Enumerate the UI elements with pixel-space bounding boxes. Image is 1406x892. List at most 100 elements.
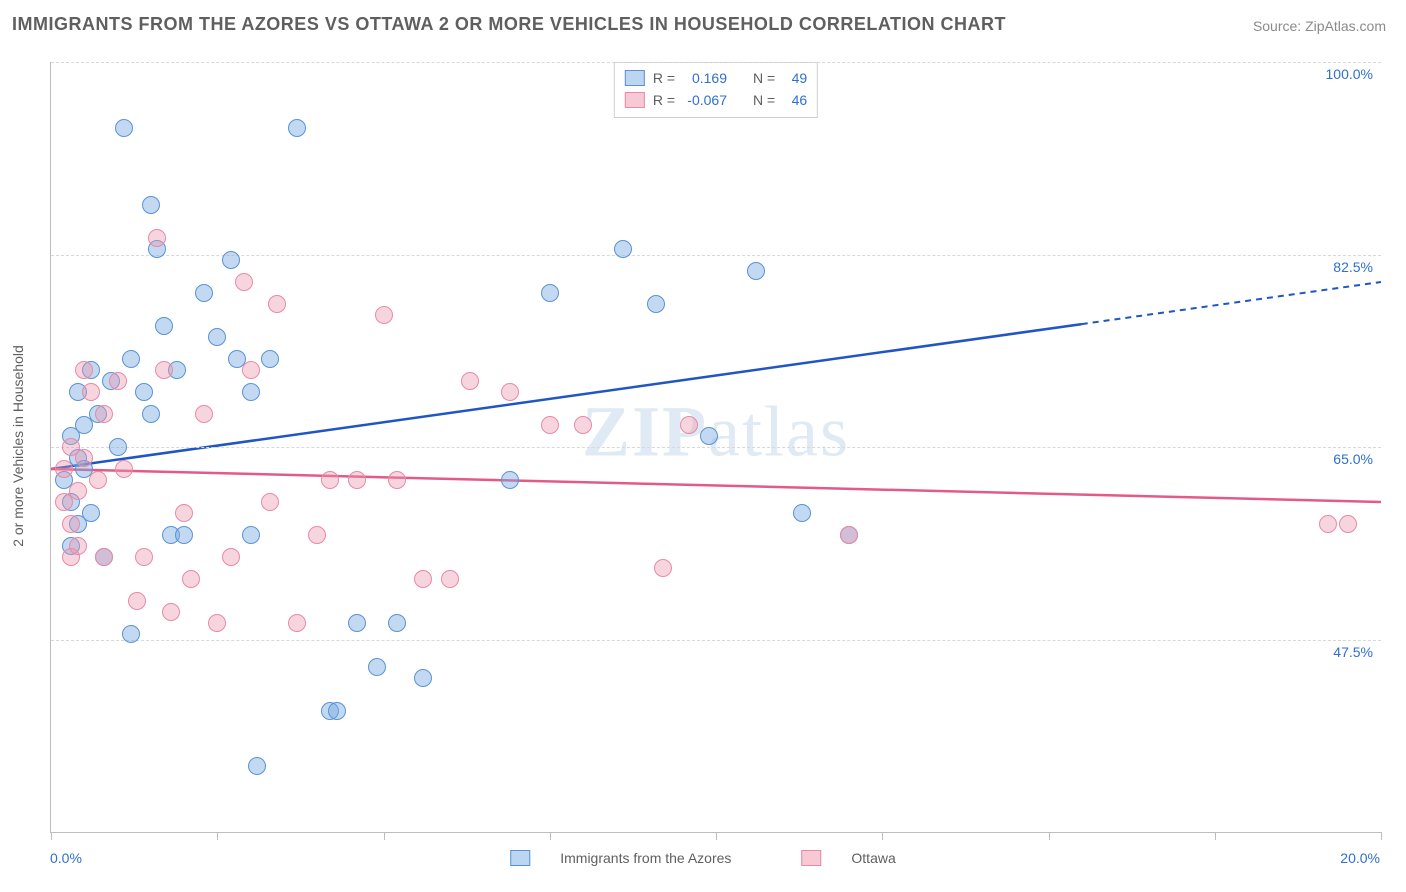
data-point-azores xyxy=(388,614,406,632)
swatch-azores xyxy=(625,70,645,86)
chart-title: IMMIGRANTS FROM THE AZORES VS OTTAWA 2 O… xyxy=(12,14,1006,35)
data-point-ottawa xyxy=(62,515,80,533)
data-point-azores xyxy=(614,240,632,258)
x-tick xyxy=(550,832,551,840)
data-point-ottawa xyxy=(388,471,406,489)
data-point-azores xyxy=(82,504,100,522)
data-point-ottawa xyxy=(414,570,432,588)
x-tick xyxy=(1049,832,1050,840)
stats-legend: R = 0.169 N = 49 R = -0.067 N = 46 xyxy=(614,62,818,118)
y-tick-label: 65.0% xyxy=(1323,451,1373,467)
gridline xyxy=(51,447,1381,448)
data-point-azores xyxy=(208,328,226,346)
data-point-azores xyxy=(261,350,279,368)
data-point-azores xyxy=(368,658,386,676)
series-label-ottawa: Ottawa xyxy=(851,850,895,866)
data-point-ottawa xyxy=(95,405,113,423)
r-label-1: R = xyxy=(653,67,675,89)
data-point-ottawa xyxy=(148,229,166,247)
data-point-ottawa xyxy=(242,361,260,379)
data-point-ottawa xyxy=(162,603,180,621)
data-point-ottawa xyxy=(128,592,146,610)
data-point-ottawa xyxy=(1339,515,1357,533)
data-point-ottawa xyxy=(208,614,226,632)
r-value-2: -0.067 xyxy=(683,89,727,111)
x-tick xyxy=(716,832,717,840)
data-point-ottawa xyxy=(261,493,279,511)
data-point-azores xyxy=(328,702,346,720)
series-swatch-ottawa xyxy=(801,850,821,866)
y-axis-title: 2 or more Vehicles in Household xyxy=(10,345,26,547)
data-point-ottawa xyxy=(82,383,100,401)
data-point-ottawa xyxy=(321,471,339,489)
data-point-azores xyxy=(793,504,811,522)
data-point-azores xyxy=(122,625,140,643)
data-point-azores xyxy=(142,196,160,214)
data-point-azores xyxy=(700,427,718,445)
n-label-2: N = xyxy=(753,89,775,111)
data-point-ottawa xyxy=(268,295,286,313)
data-point-ottawa xyxy=(308,526,326,544)
data-point-ottawa xyxy=(1319,515,1337,533)
data-point-azores xyxy=(155,317,173,335)
stats-row-1: R = 0.169 N = 49 xyxy=(625,67,807,89)
n-value-2: 46 xyxy=(783,89,807,111)
data-point-azores xyxy=(414,669,432,687)
series-swatch-azores xyxy=(510,850,530,866)
data-point-ottawa xyxy=(501,383,519,401)
gridline xyxy=(51,640,1381,641)
data-point-ottawa xyxy=(840,526,858,544)
data-point-ottawa xyxy=(135,548,153,566)
data-point-ottawa xyxy=(222,548,240,566)
data-point-ottawa xyxy=(654,559,672,577)
chart-container: IMMIGRANTS FROM THE AZORES VS OTTAWA 2 O… xyxy=(0,0,1406,892)
data-point-ottawa xyxy=(441,570,459,588)
data-point-azores xyxy=(242,383,260,401)
data-point-azores xyxy=(242,526,260,544)
data-point-azores xyxy=(142,405,160,423)
x-tick xyxy=(217,832,218,840)
data-point-azores xyxy=(195,284,213,302)
trendline-ottawa xyxy=(51,469,1381,502)
data-point-ottawa xyxy=(574,416,592,434)
data-point-ottawa xyxy=(235,273,253,291)
r-value-1: 0.169 xyxy=(683,67,727,89)
data-point-ottawa xyxy=(115,460,133,478)
data-point-azores xyxy=(501,471,519,489)
data-point-azores xyxy=(747,262,765,280)
data-point-ottawa xyxy=(155,361,173,379)
stats-row-2: R = -0.067 N = 46 xyxy=(625,89,807,111)
swatch-ottawa xyxy=(625,92,645,108)
data-point-ottawa xyxy=(461,372,479,390)
gridline xyxy=(51,62,1381,63)
data-point-ottawa xyxy=(375,306,393,324)
trendline-azores-dashed xyxy=(1082,282,1381,324)
data-point-azores xyxy=(248,757,266,775)
data-point-ottawa xyxy=(680,416,698,434)
data-point-azores xyxy=(109,438,127,456)
source-label: Source: ZipAtlas.com xyxy=(1253,18,1386,34)
data-point-azores xyxy=(175,526,193,544)
data-point-ottawa xyxy=(75,449,93,467)
series-legend: Immigrants from the Azores Ottawa xyxy=(510,850,896,866)
data-point-azores xyxy=(135,383,153,401)
data-point-ottawa xyxy=(89,471,107,489)
y-tick-label: 82.5% xyxy=(1323,259,1373,275)
data-point-ottawa xyxy=(75,361,93,379)
data-point-azores xyxy=(541,284,559,302)
n-label-1: N = xyxy=(753,67,775,89)
data-point-azores xyxy=(222,251,240,269)
data-point-azores xyxy=(122,350,140,368)
data-point-ottawa xyxy=(109,372,127,390)
x-tick xyxy=(882,832,883,840)
series-label-azores: Immigrants from the Azores xyxy=(560,850,731,866)
x-axis-max-label: 20.0% xyxy=(1340,850,1380,866)
data-point-ottawa xyxy=(55,460,73,478)
x-tick xyxy=(1215,832,1216,840)
n-value-1: 49 xyxy=(783,67,807,89)
data-point-azores xyxy=(348,614,366,632)
x-tick xyxy=(1381,832,1382,840)
data-point-ottawa xyxy=(182,570,200,588)
data-point-ottawa xyxy=(348,471,366,489)
data-point-ottawa xyxy=(95,548,113,566)
